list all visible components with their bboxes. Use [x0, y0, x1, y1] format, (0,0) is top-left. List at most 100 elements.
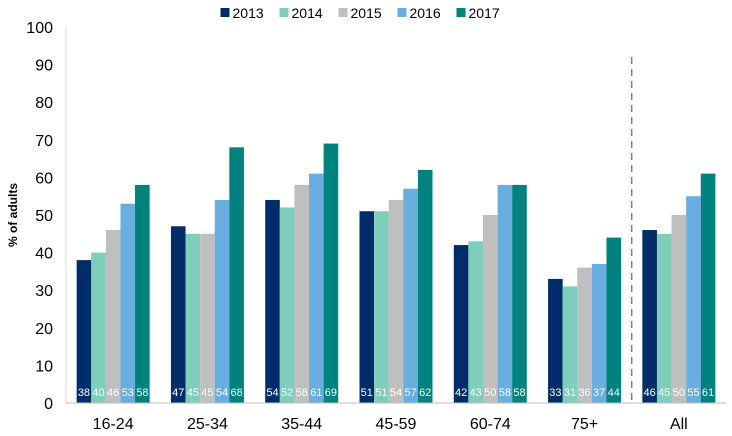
data-label: 58 — [136, 387, 148, 399]
legend-label: 2013 — [233, 5, 264, 21]
y-tick-label: 70 — [35, 133, 53, 150]
bar-2017-All — [700, 173, 716, 403]
data-label: 38 — [78, 387, 90, 399]
bar-2014-All — [656, 233, 672, 403]
data-label: 43 — [470, 387, 482, 399]
data-label: 51 — [361, 387, 373, 399]
y-axis-label: % of adults — [6, 183, 20, 247]
y-tick-label: 10 — [35, 358, 53, 375]
y-tick-label: 100 — [26, 20, 53, 37]
bar-2017-35-44 — [323, 143, 339, 403]
y-tick-label: 50 — [35, 208, 53, 225]
bar-2014-35-44 — [279, 207, 295, 403]
bar-2017-45-59 — [417, 169, 433, 403]
bar-2015-75+ — [577, 267, 592, 403]
y-tick-label: 90 — [35, 58, 53, 75]
x-category-label: 25-34 — [187, 416, 228, 433]
bar-2013-16-24 — [76, 260, 92, 403]
bar-2016-45-59 — [403, 188, 418, 403]
data-label: 55 — [687, 387, 699, 399]
bar-2013-35-44 — [265, 199, 280, 403]
y-tick-label: 80 — [35, 95, 53, 112]
data-label: 45 — [201, 387, 213, 399]
bar-2013-All — [642, 230, 657, 403]
data-label: 54 — [390, 387, 402, 399]
bar-2015-35-44 — [294, 184, 310, 403]
data-label: 51 — [375, 387, 387, 399]
x-category-label: All — [670, 416, 688, 433]
x-category-label: 75+ — [571, 416, 598, 433]
x-axis: 16-24 25-34 35-44 45-59 60-74 75+ All — [93, 416, 688, 433]
bar-2014-60-74 — [468, 241, 483, 403]
y-axis: 0 10 20 30 40 50 60 70 80 90 100 — [26, 20, 53, 413]
data-label: 54 — [266, 387, 278, 399]
data-label: 50 — [484, 387, 496, 399]
y-tick-label: 0 — [44, 396, 53, 413]
bar-2016-60-74 — [497, 184, 513, 403]
bar-2014-25-34 — [185, 233, 201, 403]
data-label: 58 — [513, 387, 525, 399]
y-tick-label: 40 — [35, 246, 53, 263]
data-label: 46 — [644, 387, 656, 399]
data-label: 50 — [673, 387, 685, 399]
data-label: 69 — [325, 387, 337, 399]
x-category-label: 60-74 — [470, 416, 511, 433]
data-labels: 38 40 46 53 58 47 45 45 54 68 54 52 58 61 69 51 51 54 57 62… — [78, 387, 714, 399]
bar-2016-35-44 — [309, 173, 324, 403]
legend-swatch-2017 — [456, 8, 466, 17]
x-category-label: 16-24 — [93, 416, 134, 433]
bar-2016-All — [686, 196, 701, 403]
bar-2015-All — [671, 215, 687, 403]
data-label: 45 — [187, 387, 199, 399]
data-label: 31 — [564, 387, 576, 399]
bar-2013-60-74 — [453, 245, 469, 403]
bar-2017-25-34 — [229, 147, 244, 403]
data-label: 33 — [549, 387, 561, 399]
data-label: 47 — [172, 387, 184, 399]
legend-label: 2017 — [469, 5, 500, 21]
legend-swatch-2015 — [338, 8, 348, 17]
data-label: 45 — [658, 387, 670, 399]
data-label: 58 — [296, 387, 308, 399]
bar-2014-16-24 — [91, 252, 106, 403]
legend: 2013 2014 2015 2016 2017 — [220, 5, 500, 21]
data-label: 44 — [608, 387, 620, 399]
bars — [76, 143, 716, 403]
data-label: 37 — [593, 387, 605, 399]
bar-2013-25-34 — [170, 226, 186, 403]
bar-2017-75+ — [606, 237, 622, 403]
bar-2015-60-74 — [482, 215, 498, 403]
bar-2016-25-34 — [214, 199, 230, 403]
y-tick-label: 60 — [35, 170, 53, 187]
data-label: 36 — [578, 387, 590, 399]
data-label: 61 — [702, 387, 714, 399]
legend-label: 2015 — [351, 5, 382, 21]
data-label: 46 — [107, 387, 119, 399]
data-label: 42 — [455, 387, 467, 399]
data-label: 61 — [310, 387, 322, 399]
data-label: 62 — [419, 387, 431, 399]
bar-2013-75+ — [548, 278, 563, 403]
legend-swatch-2016 — [397, 8, 407, 17]
data-label: 68 — [231, 387, 243, 399]
bar-2014-45-59 — [374, 211, 389, 403]
legend-label: 2014 — [292, 5, 323, 21]
bar-2013-45-59 — [359, 211, 375, 403]
bar-2016-75+ — [591, 263, 607, 403]
data-label: 40 — [92, 387, 104, 399]
legend-label: 2016 — [410, 5, 441, 21]
bar-2015-45-59 — [388, 199, 404, 403]
data-label: 53 — [122, 387, 134, 399]
bar-2014-75+ — [562, 286, 578, 403]
data-label: 57 — [404, 387, 416, 399]
x-category-label: 45-59 — [376, 416, 417, 433]
data-label: 54 — [216, 387, 228, 399]
y-tick-label: 20 — [35, 321, 53, 338]
bar-2017-60-74 — [512, 184, 527, 403]
legend-swatch-2013 — [220, 8, 230, 17]
bar-2015-16-24 — [105, 230, 121, 403]
bar-2015-25-34 — [200, 233, 215, 403]
legend-swatch-2014 — [279, 8, 289, 17]
bar-2016-16-24 — [120, 203, 136, 403]
